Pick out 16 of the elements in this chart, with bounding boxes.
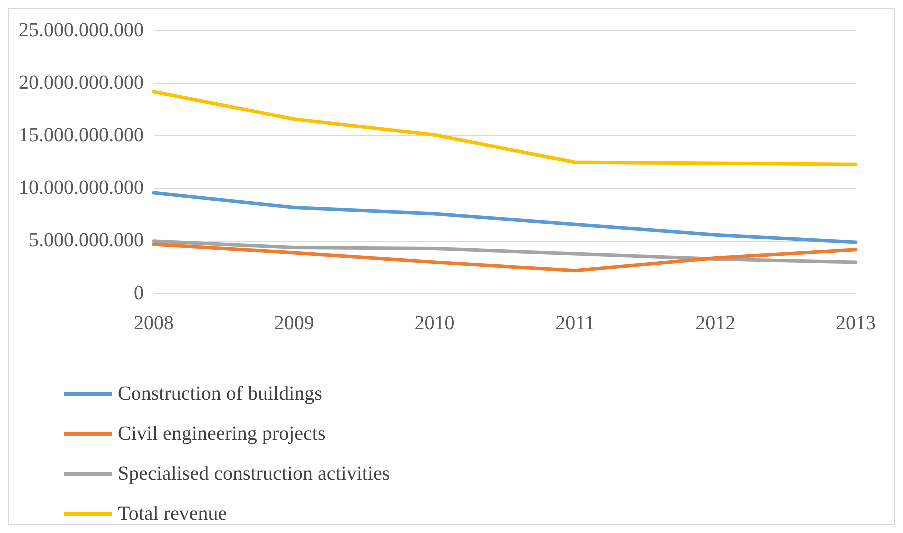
y-tick-label: 15.000.000.000 (19, 124, 144, 146)
legend-label: Specialised construction activities (118, 462, 390, 486)
x-tick-label: 2013 (836, 312, 876, 334)
x-tick-label: 2008 (134, 312, 174, 334)
x-tick-label: 2011 (556, 312, 595, 334)
legend-label: Construction of buildings (118, 382, 322, 406)
y-tick-label: 25.000.000.000 (19, 19, 144, 42)
legend-label: Total revenue (118, 502, 228, 526)
y-tick-label: 5.000.000.000 (29, 230, 144, 252)
y-tick-label: 20.000.000.000 (19, 72, 144, 94)
x-tick-label: 2012 (696, 312, 736, 334)
y-tick-label: 0 (134, 282, 144, 304)
x-tick-label: 2009 (274, 312, 314, 334)
x-tick-label: 2010 (414, 312, 455, 334)
legend-label: Civil engineering projects (118, 422, 326, 446)
y-tick-label: 10.000.000.000 (19, 177, 144, 200)
